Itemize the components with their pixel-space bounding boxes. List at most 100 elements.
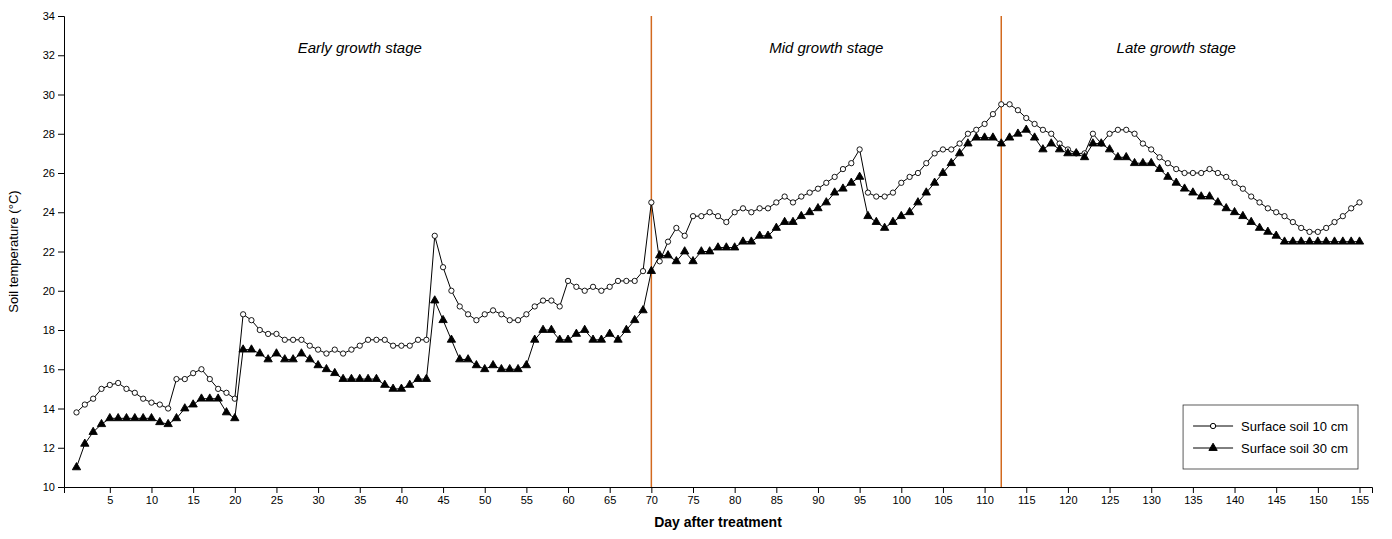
point	[689, 257, 697, 264]
tick: 60	[562, 487, 574, 506]
tick: 18	[43, 324, 64, 336]
point	[1149, 147, 1154, 152]
point	[131, 414, 139, 421]
point	[147, 414, 155, 421]
tick-label: 32	[43, 49, 55, 61]
point	[215, 386, 220, 391]
point	[639, 306, 647, 313]
point	[799, 194, 804, 199]
point	[224, 390, 229, 395]
point	[740, 206, 745, 211]
tick: 110	[976, 487, 994, 506]
x-axis-title: Day after treatment	[654, 514, 782, 530]
stage-label: Late growth stage	[1117, 39, 1236, 56]
point	[697, 247, 705, 254]
point	[206, 394, 214, 401]
point	[640, 268, 645, 273]
point	[672, 257, 680, 264]
tick: 80	[729, 487, 741, 506]
point	[456, 355, 464, 362]
point	[964, 139, 972, 146]
point	[707, 210, 712, 215]
tick-mark	[58, 134, 64, 135]
point	[664, 251, 672, 258]
point	[905, 207, 913, 214]
tick: 28	[43, 128, 64, 140]
tick: 90	[812, 487, 824, 506]
tick-mark	[360, 487, 361, 493]
point	[924, 161, 929, 166]
point	[489, 361, 497, 368]
point	[597, 335, 605, 342]
tick: 75	[687, 487, 699, 506]
point	[1297, 237, 1305, 244]
legend-swatch-marker	[1209, 443, 1217, 450]
point	[722, 243, 730, 250]
point	[739, 237, 747, 244]
point	[274, 331, 279, 336]
point	[524, 312, 529, 317]
point	[1055, 145, 1063, 152]
point	[940, 147, 945, 152]
tick-label: 40	[396, 494, 408, 506]
point	[1114, 152, 1122, 159]
point	[1015, 108, 1020, 113]
point	[990, 111, 995, 116]
point	[332, 347, 337, 352]
point	[331, 368, 339, 375]
point	[1257, 200, 1262, 205]
point	[81, 439, 89, 446]
point	[880, 223, 888, 230]
point	[1214, 198, 1222, 205]
tick: 24	[43, 206, 64, 218]
point	[665, 239, 670, 244]
point	[607, 284, 612, 289]
point	[857, 147, 862, 152]
tick-mark	[58, 448, 64, 449]
point	[797, 211, 805, 218]
tick: 5	[107, 487, 113, 506]
point	[972, 133, 980, 140]
point	[282, 337, 287, 342]
point	[324, 351, 329, 356]
point	[265, 331, 270, 336]
point	[315, 347, 320, 352]
point	[457, 304, 462, 309]
point	[1239, 211, 1247, 218]
point	[1122, 152, 1130, 159]
point	[1247, 217, 1255, 224]
point	[757, 206, 762, 211]
tick: 115	[1018, 487, 1036, 506]
tick-label: 20	[43, 285, 55, 297]
point	[1140, 141, 1145, 146]
point	[1105, 145, 1113, 152]
tick: 145	[1268, 487, 1286, 506]
tick-mark	[58, 487, 64, 488]
tick-mark	[151, 487, 152, 493]
point	[1280, 237, 1288, 244]
tick-label: 25	[271, 494, 283, 506]
tick: 100	[893, 487, 911, 506]
point	[864, 211, 872, 218]
tick-mark	[58, 55, 64, 56]
tick: 30	[43, 89, 64, 101]
point	[240, 312, 245, 317]
point	[1139, 158, 1147, 165]
tick-label: 14	[43, 403, 55, 415]
point	[1014, 129, 1022, 136]
point	[780, 217, 788, 224]
point	[1030, 133, 1038, 140]
point	[914, 198, 922, 205]
point	[440, 265, 445, 270]
point	[91, 396, 96, 401]
point	[264, 355, 272, 362]
point	[406, 380, 414, 387]
point	[174, 376, 179, 381]
tick-mark	[901, 487, 902, 493]
y-axis: 10121416182022242628303234	[43, 10, 65, 493]
tick-mark	[58, 409, 64, 410]
point	[365, 337, 370, 342]
point	[306, 355, 314, 362]
tick: 135	[1184, 487, 1202, 506]
legend-label: Surface soil 30 cm	[1241, 441, 1348, 456]
